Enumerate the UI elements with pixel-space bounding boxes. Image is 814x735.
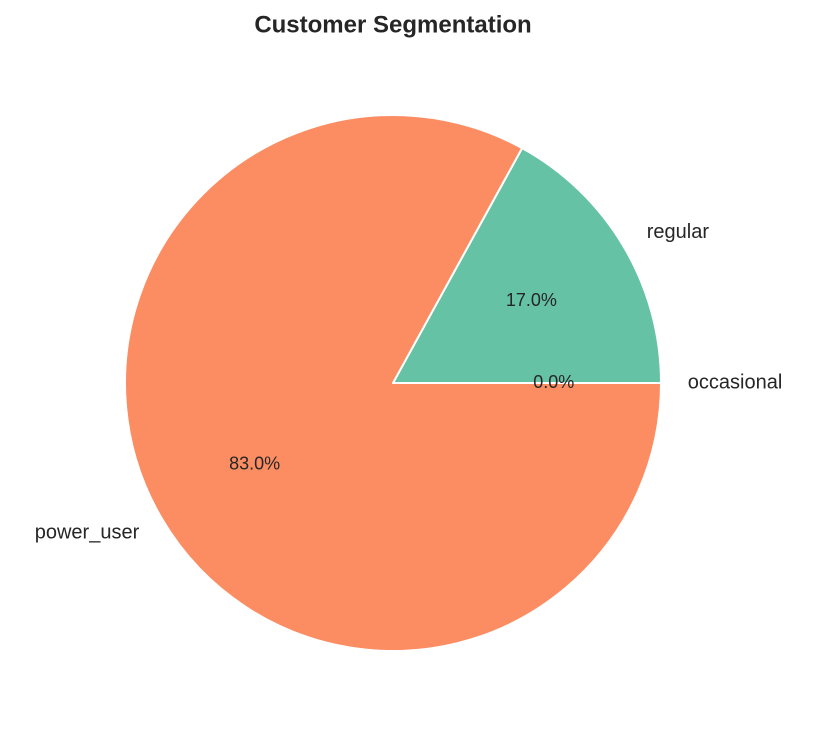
- slice-label: power_user: [35, 521, 140, 543]
- slice-label: regular: [647, 221, 710, 243]
- value-label: 0.0%: [533, 372, 574, 392]
- chart-title: Customer Segmentation: [254, 11, 531, 38]
- value-label: 83.0%: [229, 454, 280, 474]
- pie-slice: [392, 147, 662, 384]
- slice-label: occasional: [688, 371, 783, 393]
- value-label: 17.0%: [506, 290, 557, 310]
